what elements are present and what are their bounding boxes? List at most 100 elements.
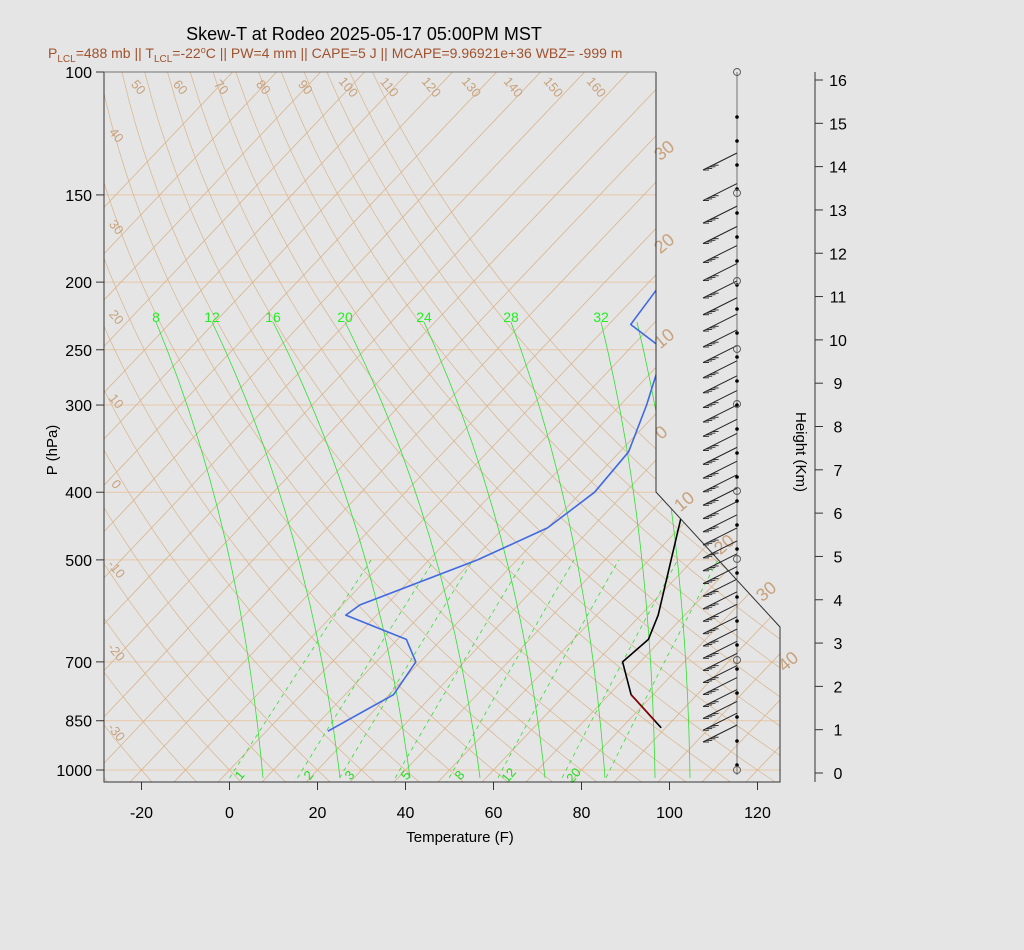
y-axis-tick-label: 150 bbox=[65, 188, 92, 205]
moist-adiabat-line bbox=[344, 321, 481, 779]
y-axis-tick-label: 1000 bbox=[56, 763, 92, 780]
wind-level-circle bbox=[733, 345, 741, 353]
wind-barb-staff bbox=[702, 578, 738, 597]
mixing-ratio-line bbox=[224, 559, 372, 782]
isotherm-left-label: -20 bbox=[105, 640, 129, 664]
wind-barb-staff bbox=[702, 245, 738, 263]
wind-level-dot bbox=[735, 451, 739, 455]
height-axis-tick-label: 7 bbox=[834, 463, 843, 480]
wind-level-dot bbox=[735, 427, 739, 431]
moist-adiabat-line bbox=[600, 321, 656, 779]
x-axis-title: Temperature (F) bbox=[406, 829, 514, 846]
dry-adiabat-line bbox=[104, 72, 423, 782]
dry-adiabat-line bbox=[104, 72, 200, 782]
wind-barb-staff bbox=[702, 446, 738, 465]
wind-level-dot bbox=[735, 523, 739, 527]
height-axis-tick-label: 12 bbox=[829, 246, 847, 263]
isotherm-line bbox=[479, 72, 780, 782]
wind-level-dot bbox=[735, 619, 739, 623]
subtitle-rest: C || PW=4 mm || CAPE=5 J || MCAPE=9.9692… bbox=[206, 45, 623, 61]
dry-adiabat-line bbox=[104, 72, 378, 782]
wind-level-dot bbox=[735, 403, 739, 407]
wind-level-dot bbox=[735, 139, 739, 143]
wind-level-dot bbox=[735, 547, 739, 551]
wind-barb-staff bbox=[702, 280, 738, 299]
wind-level-dot bbox=[735, 307, 739, 311]
isotherm-line bbox=[611, 72, 780, 782]
wind-level-dot bbox=[735, 115, 739, 119]
profile-layer bbox=[327, 72, 780, 732]
wind-level-dot bbox=[735, 163, 739, 167]
dry-adiabat-line bbox=[144, 72, 691, 782]
wind-barb-staff bbox=[702, 297, 738, 316]
wind-barb-staff bbox=[702, 313, 738, 332]
isotherm-line bbox=[104, 72, 424, 782]
moist-adiabat-line bbox=[155, 321, 264, 779]
wind-barb-staff bbox=[702, 700, 738, 719]
wind-barb bbox=[702, 540, 738, 559]
wind-barb bbox=[702, 245, 738, 263]
wind-barb-staff bbox=[702, 226, 738, 244]
moist-adiabat-line bbox=[272, 321, 411, 779]
isotherm-top-label: 80 bbox=[253, 77, 274, 98]
dry-adiabat-line bbox=[167, 72, 735, 782]
moist-adiabat-label: 16 bbox=[265, 309, 281, 325]
wind-barb bbox=[702, 205, 738, 224]
height-axis-tick-label: 5 bbox=[834, 549, 843, 566]
isotherm-line bbox=[104, 72, 600, 782]
wind-level-dot bbox=[735, 283, 739, 287]
chart-title: Skew-T at Rodeo 2025-05-17 05:00PM MST bbox=[186, 24, 542, 44]
parcel-path-segment bbox=[630, 694, 656, 722]
isotherm-line bbox=[259, 72, 780, 782]
height-axis-tick-label: 4 bbox=[834, 593, 843, 610]
height-axis-tick-label: 13 bbox=[829, 203, 847, 220]
isotherm-line bbox=[875, 56, 1024, 784]
isotherm-top-label: 60 bbox=[170, 77, 191, 98]
wind-barb-staff bbox=[702, 460, 738, 479]
dry-adiabat-line bbox=[104, 72, 334, 782]
wind-barb-staff bbox=[702, 360, 738, 379]
dry-adiabat-line bbox=[303, 72, 780, 782]
wind-barb-staff bbox=[702, 152, 738, 171]
subtitle-t-sub: LCL bbox=[154, 54, 173, 65]
height-axis-tick-label: 16 bbox=[829, 73, 847, 90]
wind-level-dot bbox=[735, 379, 739, 383]
wind-barb bbox=[702, 578, 738, 597]
dry-adiabat-line bbox=[121, 72, 646, 782]
isotherm-line bbox=[104, 72, 380, 782]
wind-level-circle bbox=[733, 189, 741, 197]
isotherm-line bbox=[567, 72, 780, 782]
isotherm-line bbox=[104, 72, 468, 782]
subtitle-p-label: P bbox=[48, 45, 57, 61]
wind-barb bbox=[702, 152, 738, 171]
wind-barb bbox=[702, 297, 738, 316]
wind-barb bbox=[702, 665, 738, 683]
isotherm-line bbox=[919, 56, 1024, 784]
mixing-ratio-line bbox=[390, 559, 525, 782]
wind-barb bbox=[702, 345, 738, 364]
wind-barb bbox=[702, 652, 738, 671]
wind-barb bbox=[702, 553, 738, 572]
dry-adiabat-line bbox=[104, 72, 289, 782]
wind-level-dot bbox=[735, 739, 739, 743]
wind-barb-staff bbox=[702, 390, 738, 408]
isotherm-left-label: 40 bbox=[106, 125, 127, 146]
isotherm-top-label: 70 bbox=[211, 77, 232, 98]
wind-barb bbox=[702, 183, 738, 201]
isotherm-line bbox=[215, 72, 780, 782]
isotherm-left-label: 10 bbox=[106, 391, 127, 412]
height-axis-tick-label: 2 bbox=[834, 679, 843, 696]
isotherm-right-label: 40 bbox=[774, 647, 802, 675]
height-axis-tick-label: 11 bbox=[830, 290, 847, 307]
moist-adiabat-label: 8 bbox=[152, 309, 160, 325]
height-axis-tick-label: 14 bbox=[829, 160, 847, 177]
y-axis-title: P (hPa) bbox=[44, 425, 61, 476]
wind-barb bbox=[702, 404, 738, 423]
isotherm-top-label: 150 bbox=[541, 74, 566, 100]
isotherm-line bbox=[104, 72, 512, 782]
wind-barb-staff bbox=[702, 501, 738, 520]
wind-level-dot bbox=[735, 355, 739, 359]
isotherm-line bbox=[104, 72, 336, 782]
dry-adiabat-line bbox=[104, 72, 468, 782]
